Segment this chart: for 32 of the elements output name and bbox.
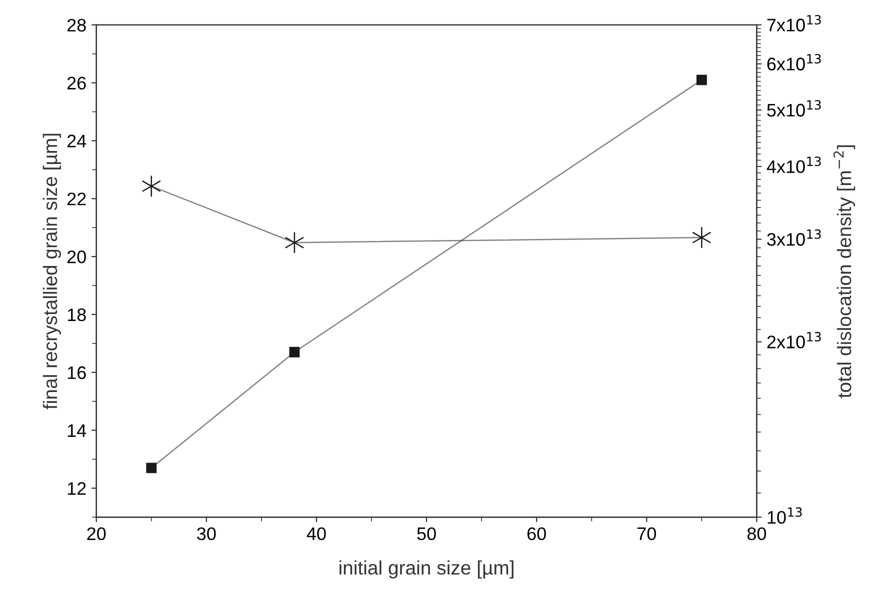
y2-tick-label: 4x10$^{13}$ bbox=[766, 156, 821, 174]
point bbox=[284, 232, 304, 254]
y2-tick-label: 3x10$^{13}$ bbox=[767, 229, 821, 246]
y2-tick-label: 6x10$^{13}$ bbox=[767, 54, 821, 70]
y2-axis-title: total dislocation density [m$^{−2}$] bbox=[834, 145, 856, 398]
x-tick-label: 70 bbox=[638, 527, 656, 540]
point bbox=[692, 226, 712, 249]
y2-tick-label: 7x10$^{13}$ bbox=[767, 15, 821, 32]
y-tick-label: 24 bbox=[67, 134, 86, 148]
point bbox=[146, 462, 157, 474]
y-axis-title: final recrystallied grain size [µm] bbox=[42, 134, 61, 410]
y2-tick-label: 10$^{13}$ bbox=[768, 507, 802, 524]
x-tick-label: 80 bbox=[747, 527, 766, 540]
x-tick-label: 30 bbox=[197, 527, 216, 540]
y-tick-label: 22 bbox=[67, 192, 86, 206]
point bbox=[289, 346, 300, 358]
x-tick-label: 60 bbox=[527, 527, 546, 540]
y-tick-label: 18 bbox=[68, 308, 86, 322]
x-axis-title: initial grain size [µm] bbox=[340, 560, 514, 579]
y-tick-label: 14 bbox=[68, 424, 86, 437]
x-tick-label: 20 bbox=[87, 527, 106, 540]
y-tick-label: 16 bbox=[68, 366, 86, 380]
point bbox=[696, 74, 707, 86]
y2-tick-label: 5x10$^{13}$ bbox=[767, 100, 821, 117]
x-tick-label: 50 bbox=[417, 527, 436, 540]
y-tick-label: 12 bbox=[68, 482, 86, 495]
y-tick-label: 28 bbox=[67, 18, 86, 32]
point bbox=[142, 175, 162, 198]
y2-tick-label: 2x10$^{13}$ bbox=[767, 332, 821, 348]
y-tick-label: 20 bbox=[67, 250, 86, 264]
x-tick-label: 40 bbox=[306, 527, 326, 540]
y-tick-label: 26 bbox=[67, 76, 86, 90]
